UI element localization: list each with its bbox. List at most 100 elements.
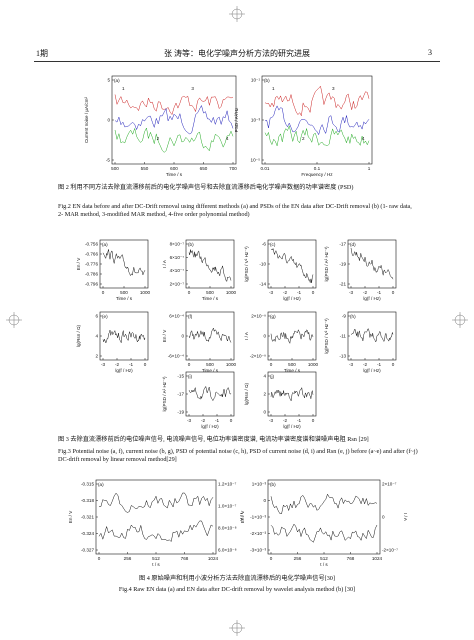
y-axis-label: lg(PSD / A² Hz⁻¹) bbox=[324, 246, 329, 282]
noise-trace bbox=[350, 247, 394, 280]
y-tick-label: -0.796 bbox=[85, 282, 98, 287]
panel-label: (b) bbox=[270, 482, 276, 487]
x-tick-label: 0 bbox=[102, 290, 105, 295]
caption-en: Fig.4 Raw EN data (a) and EN data after … bbox=[118, 586, 356, 593]
y-tick-label: -0.786 bbox=[85, 272, 98, 277]
x-tick-label: -1 bbox=[377, 362, 382, 367]
curve-note: 1 bbox=[122, 86, 125, 91]
x-tick-label: -3 bbox=[269, 418, 274, 423]
x-tick-label: 512 bbox=[152, 556, 160, 561]
x-tick-label: 768 bbox=[347, 556, 355, 561]
y-tick-label: -0.756 bbox=[85, 242, 98, 247]
y-tick-label: -1×10⁻³ bbox=[250, 515, 266, 520]
x-tick-label: 0 bbox=[270, 362, 273, 367]
y-tick-label: -6×10⁻⁴ bbox=[168, 354, 184, 359]
y2-axis-label: I / A bbox=[239, 513, 244, 522]
y2-tick-label: 0 bbox=[382, 515, 385, 520]
y-tick-label: 0 bbox=[263, 498, 266, 503]
x-axis-label: lg(f / Hz) bbox=[363, 296, 381, 301]
caption-en: Fig.3 Potential noise (a, f), current no… bbox=[58, 448, 418, 464]
curve-note: 4 bbox=[362, 136, 365, 141]
noise-trace bbox=[114, 94, 234, 116]
noise-trace bbox=[264, 124, 370, 147]
y-axis-label: lg(Rsn / Ω) bbox=[244, 383, 249, 406]
panel-label: (a) bbox=[114, 78, 120, 83]
curve-note: 4 bbox=[226, 136, 229, 141]
x-axis-label: Time / s bbox=[202, 368, 219, 373]
running-title: 张 涛等：电化学噪声分析方法的研究进展 bbox=[164, 49, 310, 58]
noise-trace bbox=[270, 329, 314, 345]
x-axis-label: lg(f / Hz) bbox=[283, 296, 301, 301]
x-tick-label: 1000 bbox=[226, 362, 237, 367]
y-tick-label: 0 bbox=[107, 118, 110, 123]
noise-trace bbox=[114, 127, 234, 153]
x-tick-label: 1000 bbox=[226, 290, 237, 295]
x-tick-label: -2 bbox=[363, 290, 368, 295]
y-tick-label: -14 bbox=[259, 282, 266, 287]
x-tick-label: 0 bbox=[312, 290, 315, 295]
noise-trace bbox=[102, 249, 146, 276]
y-tick-label: -0.776 bbox=[85, 262, 98, 267]
y-tick-label: -19 bbox=[339, 262, 346, 267]
x-axis-label: lg(f / Hz) bbox=[115, 368, 133, 373]
panel-label: (i) bbox=[188, 374, 193, 379]
x-tick-label: 1 bbox=[368, 166, 371, 171]
y-axis-label: PSD / A²/Hz bbox=[234, 107, 239, 132]
y-tick-label: -0.766 bbox=[85, 252, 98, 257]
y-tick-label: 5 bbox=[107, 78, 110, 83]
panel-label: (d) bbox=[350, 242, 356, 247]
panel-label: (g) bbox=[270, 314, 276, 319]
y-tick-label: -6 bbox=[262, 242, 267, 247]
x-tick-label: -2 bbox=[201, 418, 206, 423]
x-axis-label: lg(f / Hz) bbox=[283, 424, 301, 429]
header-rule bbox=[34, 61, 440, 62]
x-tick-label: 256 bbox=[294, 556, 302, 561]
y-tick-label: -0.327 bbox=[81, 548, 94, 553]
x-tick-label: 500 bbox=[288, 362, 296, 367]
x-tick-label: 768 bbox=[181, 556, 189, 561]
plot-frame bbox=[185, 371, 235, 417]
x-tick-label: -2 bbox=[283, 418, 288, 423]
noise-trace bbox=[350, 328, 394, 343]
x-tick-label: 0 bbox=[188, 362, 191, 367]
x-tick-label: -1 bbox=[377, 290, 382, 295]
y-tick-label: 6×10⁻⁷ bbox=[170, 255, 185, 260]
y-tick-label: 2 bbox=[95, 354, 98, 359]
caption-en: Fig.2 EN data before and after DC-Drift … bbox=[58, 203, 412, 219]
curve-note: 2 bbox=[157, 136, 160, 141]
y-tick-label: 2×10⁻⁷ bbox=[170, 282, 185, 287]
x-tick-label: 0 bbox=[230, 418, 233, 423]
caption-cn: 图 3 去除直流漂移前后的电位噪声信号, 电流噪声信号, 电位功率谱密度谱, 电… bbox=[58, 436, 369, 443]
panel-label: (j) bbox=[270, 374, 275, 379]
y-tick-label: -0.315 bbox=[81, 482, 94, 487]
x-axis-label: Time / s bbox=[116, 296, 133, 301]
x-tick-label: 0 bbox=[312, 418, 315, 423]
y-tick-label: 0 bbox=[263, 410, 266, 415]
y2-tick-label: 1.2×10⁻⁷ bbox=[218, 482, 237, 487]
panel-label: (b) bbox=[264, 78, 270, 83]
y-tick-label: -15 bbox=[177, 374, 184, 379]
y-tick-label: -0.318 bbox=[81, 498, 94, 503]
curve-note: 1 bbox=[272, 86, 275, 91]
x-tick-label: 550 bbox=[141, 166, 149, 171]
x-tick-label: 256 bbox=[124, 556, 132, 561]
y-axis-label: lg(PSD / V² Hz⁻¹) bbox=[244, 246, 249, 282]
y-tick-label: -2×10⁻⁹ bbox=[250, 354, 266, 359]
page-number: 3 bbox=[428, 48, 432, 57]
x-tick-label: 0 bbox=[392, 362, 395, 367]
x-axis-label: lg(f / Hz) bbox=[201, 424, 219, 429]
x-tick-label: 0.01 bbox=[261, 166, 270, 171]
caption-cn: 图 4 原始噪声和利用小波分析方法去除直流漂移后的电化学噪声信号[30] bbox=[139, 575, 335, 582]
x-tick-label: -3 bbox=[269, 290, 274, 295]
x-tick-label: -1 bbox=[297, 290, 302, 295]
y-axis-label: En / V bbox=[68, 510, 73, 523]
x-axis-label: Frequency / Hz bbox=[301, 172, 333, 177]
plot-frame bbox=[95, 479, 217, 555]
x-tick-label: 700 bbox=[229, 166, 237, 171]
x-tick-label: 0.1 bbox=[314, 166, 321, 171]
panel-label: (c) bbox=[270, 242, 276, 247]
y-tick-label: 1×10⁻³ bbox=[252, 482, 267, 487]
y-tick-label: 10⁻⁵ bbox=[251, 158, 261, 163]
panel-label: (e) bbox=[102, 314, 108, 319]
